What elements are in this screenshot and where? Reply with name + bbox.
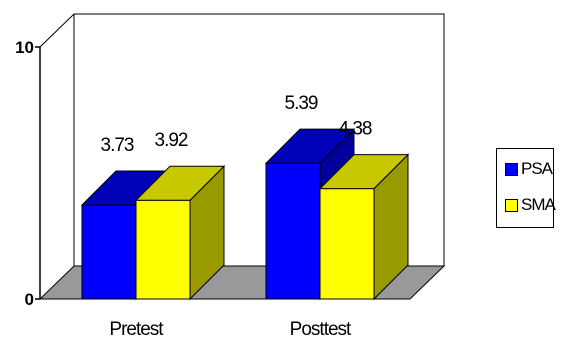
bar-top-sma-pretest [134, 165, 226, 201]
labels: 0 10 3.73 3.92 Pretest 5.39 4.38 Posttest [15, 38, 373, 340]
legend-swatch-psa [505, 162, 518, 176]
bar-top-sma-posttest [318, 154, 410, 190]
y-tick-label-10: 10 [15, 38, 34, 57]
bar-top-psa-posttest [264, 128, 356, 164]
x-tick-label-posttest: Posttest [290, 319, 352, 340]
legend-item-sma: SMA [505, 195, 556, 215]
y-tick-label-0: 0 [25, 290, 34, 309]
legend-label-sma: SMA [521, 195, 556, 214]
data-label-sma-pretest: 3.92 [155, 130, 188, 151]
bar-sma-pretest [135, 199, 191, 300]
legend-item-psa: PSA [505, 159, 553, 179]
data-label-sma-posttest: 4.38 [339, 119, 372, 140]
data-label-psa-posttest: 5.39 [285, 93, 318, 114]
bar-psa-posttest [265, 162, 321, 300]
legend-label-psa: PSA [521, 159, 553, 178]
data-label-psa-pretest: 3.73 [101, 135, 134, 156]
legend: PSA SMA [496, 148, 556, 228]
chart-back-wall [39, 13, 445, 266]
bar-sma-posttest [319, 188, 375, 300]
x-tick-label-pretest: Pretest [109, 319, 164, 340]
bar-psa-pretest [81, 204, 137, 300]
bars [80, 127, 410, 301]
legend-swatch-sma [505, 198, 518, 212]
